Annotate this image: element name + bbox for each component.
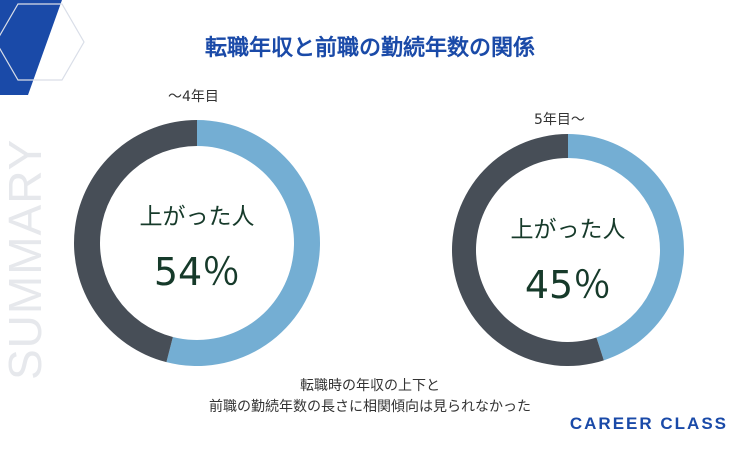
donut-1-slice-1 bbox=[451, 134, 604, 367]
center-percent: 54％ bbox=[153, 250, 241, 294]
center-caption: 上がった人 bbox=[139, 204, 255, 230]
donut-center-under-4-years: 上がった人 54％ bbox=[97, 197, 297, 296]
donut-1-slice-0 bbox=[568, 134, 684, 361]
summary-note: 転職時の年収の上下と 前職の勤続年数の長さに相関傾向は見られなかった bbox=[0, 376, 740, 418]
center-caption: 上がった人 bbox=[510, 217, 626, 243]
center-percent: 45％ bbox=[524, 263, 612, 307]
corner-hexagon-decoration bbox=[0, 0, 85, 95]
donut-0-slice-1 bbox=[74, 120, 197, 363]
donut-label-5-years-plus: 5年目〜 bbox=[534, 112, 585, 128]
donut-0-slice-0 bbox=[166, 120, 320, 366]
donut-label-under-4-years: 〜4年目 bbox=[168, 89, 219, 105]
note-line-2: 前職の勤続年数の長さに相関傾向は見られなかった bbox=[209, 399, 531, 415]
donut-center-5-years-plus: 上がった人 45％ bbox=[468, 210, 668, 309]
page-title: 転職年収と前職の勤続年数の関係 bbox=[204, 36, 535, 61]
brand-logo-text: CAREER CLASS bbox=[569, 414, 728, 433]
note-line-1: 転職時の年収の上下と bbox=[300, 378, 440, 394]
